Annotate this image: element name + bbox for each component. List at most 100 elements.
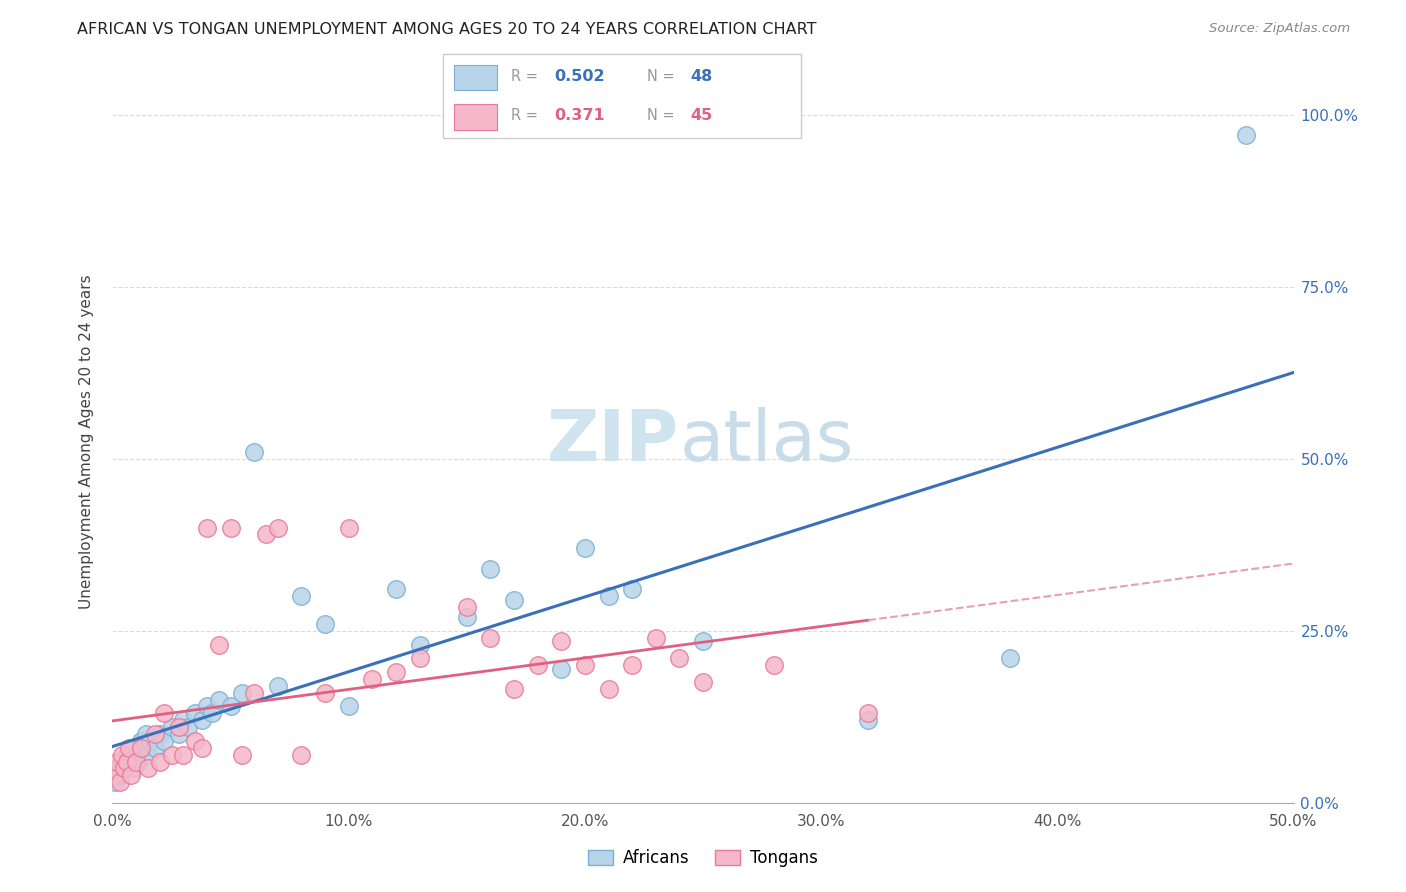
Point <box>172 713 194 727</box>
Point <box>408 651 430 665</box>
Point <box>108 768 131 782</box>
Point <box>337 520 360 534</box>
Point <box>598 590 620 604</box>
Point <box>135 727 157 741</box>
Point <box>267 679 290 693</box>
Point <box>385 665 408 679</box>
Point <box>118 740 141 755</box>
Point <box>231 747 253 762</box>
Point <box>191 740 214 755</box>
Point <box>692 675 714 690</box>
Point <box>668 651 690 665</box>
Point <box>132 740 155 755</box>
Point <box>111 747 134 762</box>
Point <box>160 747 183 762</box>
Point <box>125 747 148 762</box>
Point <box>149 755 172 769</box>
Point <box>208 692 231 706</box>
Point <box>503 682 526 697</box>
Point <box>858 713 880 727</box>
Point <box>136 761 159 775</box>
Point <box>550 634 572 648</box>
Point <box>153 706 176 721</box>
Point <box>115 747 138 762</box>
Point <box>195 699 218 714</box>
Point <box>184 706 207 721</box>
Text: atlas: atlas <box>679 407 853 476</box>
Point <box>167 727 190 741</box>
Point <box>184 734 207 748</box>
Point <box>153 734 176 748</box>
Point <box>479 562 502 576</box>
Point <box>290 590 312 604</box>
Text: R =: R = <box>510 108 543 123</box>
Point <box>104 768 127 782</box>
Point <box>129 734 152 748</box>
Point <box>208 638 231 652</box>
Point <box>456 610 478 624</box>
Y-axis label: Unemployment Among Ages 20 to 24 years: Unemployment Among Ages 20 to 24 years <box>79 274 94 609</box>
Point <box>111 755 134 769</box>
Point <box>692 634 714 648</box>
FancyBboxPatch shape <box>443 54 801 138</box>
Point <box>314 616 336 631</box>
Text: 48: 48 <box>690 69 713 84</box>
Point <box>201 706 224 721</box>
Point <box>290 747 312 762</box>
Point <box>526 658 548 673</box>
Point <box>129 740 152 755</box>
Point <box>112 758 135 772</box>
Text: ZIP: ZIP <box>547 407 679 476</box>
Point <box>125 755 148 769</box>
Point <box>456 599 478 614</box>
Point <box>122 761 145 775</box>
Point <box>574 658 596 673</box>
Point <box>195 520 218 534</box>
Point <box>267 520 290 534</box>
Point <box>139 734 162 748</box>
FancyBboxPatch shape <box>454 64 496 90</box>
Point <box>574 541 596 556</box>
Point <box>112 761 135 775</box>
Text: N =: N = <box>647 69 679 84</box>
Point <box>243 686 266 700</box>
Point <box>361 672 384 686</box>
Point <box>550 662 572 676</box>
Point <box>858 706 880 721</box>
Point <box>120 768 142 782</box>
Point <box>149 727 172 741</box>
Point <box>479 631 502 645</box>
Point <box>120 740 142 755</box>
Point <box>243 445 266 459</box>
Point <box>105 761 128 775</box>
Point <box>143 727 166 741</box>
Point <box>167 720 190 734</box>
Text: Source: ZipAtlas.com: Source: ZipAtlas.com <box>1209 22 1350 36</box>
Text: 0.502: 0.502 <box>554 69 605 84</box>
FancyBboxPatch shape <box>454 104 496 130</box>
Point <box>177 720 200 734</box>
Text: N =: N = <box>647 108 679 123</box>
Point <box>219 520 242 534</box>
Legend: Africans, Tongans: Africans, Tongans <box>582 843 824 874</box>
Point <box>1234 128 1257 143</box>
Point <box>644 631 666 645</box>
Point <box>314 686 336 700</box>
Point <box>115 755 138 769</box>
Point <box>172 747 194 762</box>
Point <box>143 740 166 755</box>
Text: 45: 45 <box>690 108 713 123</box>
Point <box>621 582 644 597</box>
Point <box>127 755 149 769</box>
Point <box>136 747 159 762</box>
Point <box>160 720 183 734</box>
Point <box>762 658 785 673</box>
Point <box>105 755 128 769</box>
Point <box>503 592 526 607</box>
Point <box>598 682 620 697</box>
Point <box>191 713 214 727</box>
Point <box>108 775 131 789</box>
Point <box>385 582 408 597</box>
Text: 0.371: 0.371 <box>554 108 605 123</box>
Text: AFRICAN VS TONGAN UNEMPLOYMENT AMONG AGES 20 TO 24 YEARS CORRELATION CHART: AFRICAN VS TONGAN UNEMPLOYMENT AMONG AGE… <box>77 22 817 37</box>
